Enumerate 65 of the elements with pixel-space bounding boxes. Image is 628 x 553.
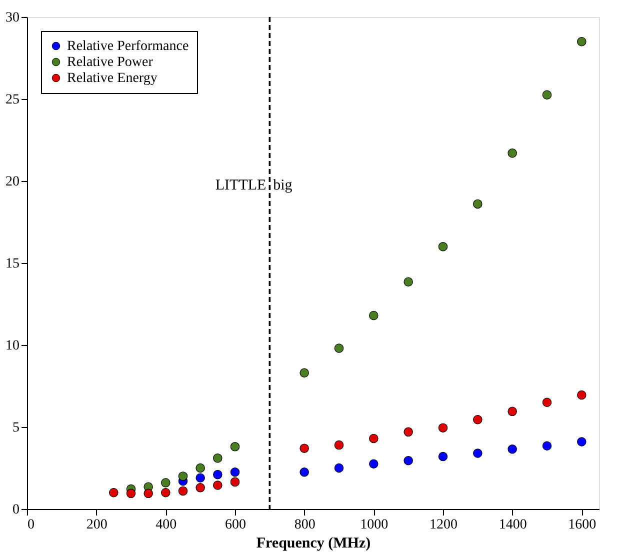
point [196, 463, 205, 473]
point [300, 368, 309, 378]
legend-label: Relative Power [67, 55, 154, 70]
y-tick-label: 15 [6, 256, 20, 272]
point [196, 483, 205, 492]
x-tick-label: 0 [28, 518, 34, 532]
point [438, 423, 448, 432]
y-tick-label: 5 [12, 420, 20, 436]
point [404, 277, 413, 286]
point [144, 488, 153, 498]
point [334, 463, 344, 473]
point [404, 427, 413, 437]
legend-label: Relative Energy [67, 71, 158, 86]
point [577, 437, 586, 446]
point [438, 452, 448, 462]
point [369, 459, 378, 469]
point [473, 415, 482, 424]
point [126, 488, 136, 498]
point [577, 36, 586, 46]
point [508, 444, 517, 454]
legend-label: Relative Performance [67, 39, 189, 54]
point [230, 477, 240, 487]
point [542, 398, 552, 408]
x-tick-label: 200 [86, 518, 108, 532]
y-tick-label: 30 [6, 10, 20, 26]
point [230, 442, 240, 452]
point [542, 90, 552, 100]
y-tick-label: 25 [6, 92, 20, 108]
point [161, 478, 170, 488]
point [334, 440, 344, 450]
y-tick-label: 0 [12, 502, 20, 518]
point [230, 467, 240, 477]
annotation: LITTLE [215, 177, 266, 194]
point [161, 488, 170, 498]
point [542, 441, 552, 450]
x-tick-label: 600 [225, 518, 246, 532]
point [369, 434, 378, 444]
point [213, 470, 222, 480]
point [300, 467, 309, 477]
point [213, 454, 222, 463]
point [196, 473, 205, 482]
point [508, 406, 517, 416]
point [369, 310, 378, 320]
point [404, 456, 413, 466]
y-tick-label: 10 [6, 338, 20, 354]
x-tick-label: 1200 [430, 518, 458, 532]
point [109, 488, 118, 498]
point [438, 242, 448, 252]
point [473, 199, 482, 209]
x-tick-label: 1400 [498, 518, 527, 532]
x-tick-label: 800 [294, 518, 316, 532]
point [577, 390, 586, 400]
point [473, 448, 482, 458]
annotation: big [273, 177, 293, 194]
x-tick-label: 400 [156, 518, 177, 532]
x-tick-label: 1000 [360, 518, 388, 532]
point [178, 486, 188, 496]
x-axis-title: Frequency (MHz) [256, 536, 371, 552]
point [178, 472, 188, 481]
point [300, 444, 309, 453]
point [334, 344, 344, 353]
y-tick-label: 20 [6, 174, 20, 190]
point [213, 480, 222, 490]
x-tick-label: 1600 [568, 518, 596, 532]
point [508, 148, 517, 158]
